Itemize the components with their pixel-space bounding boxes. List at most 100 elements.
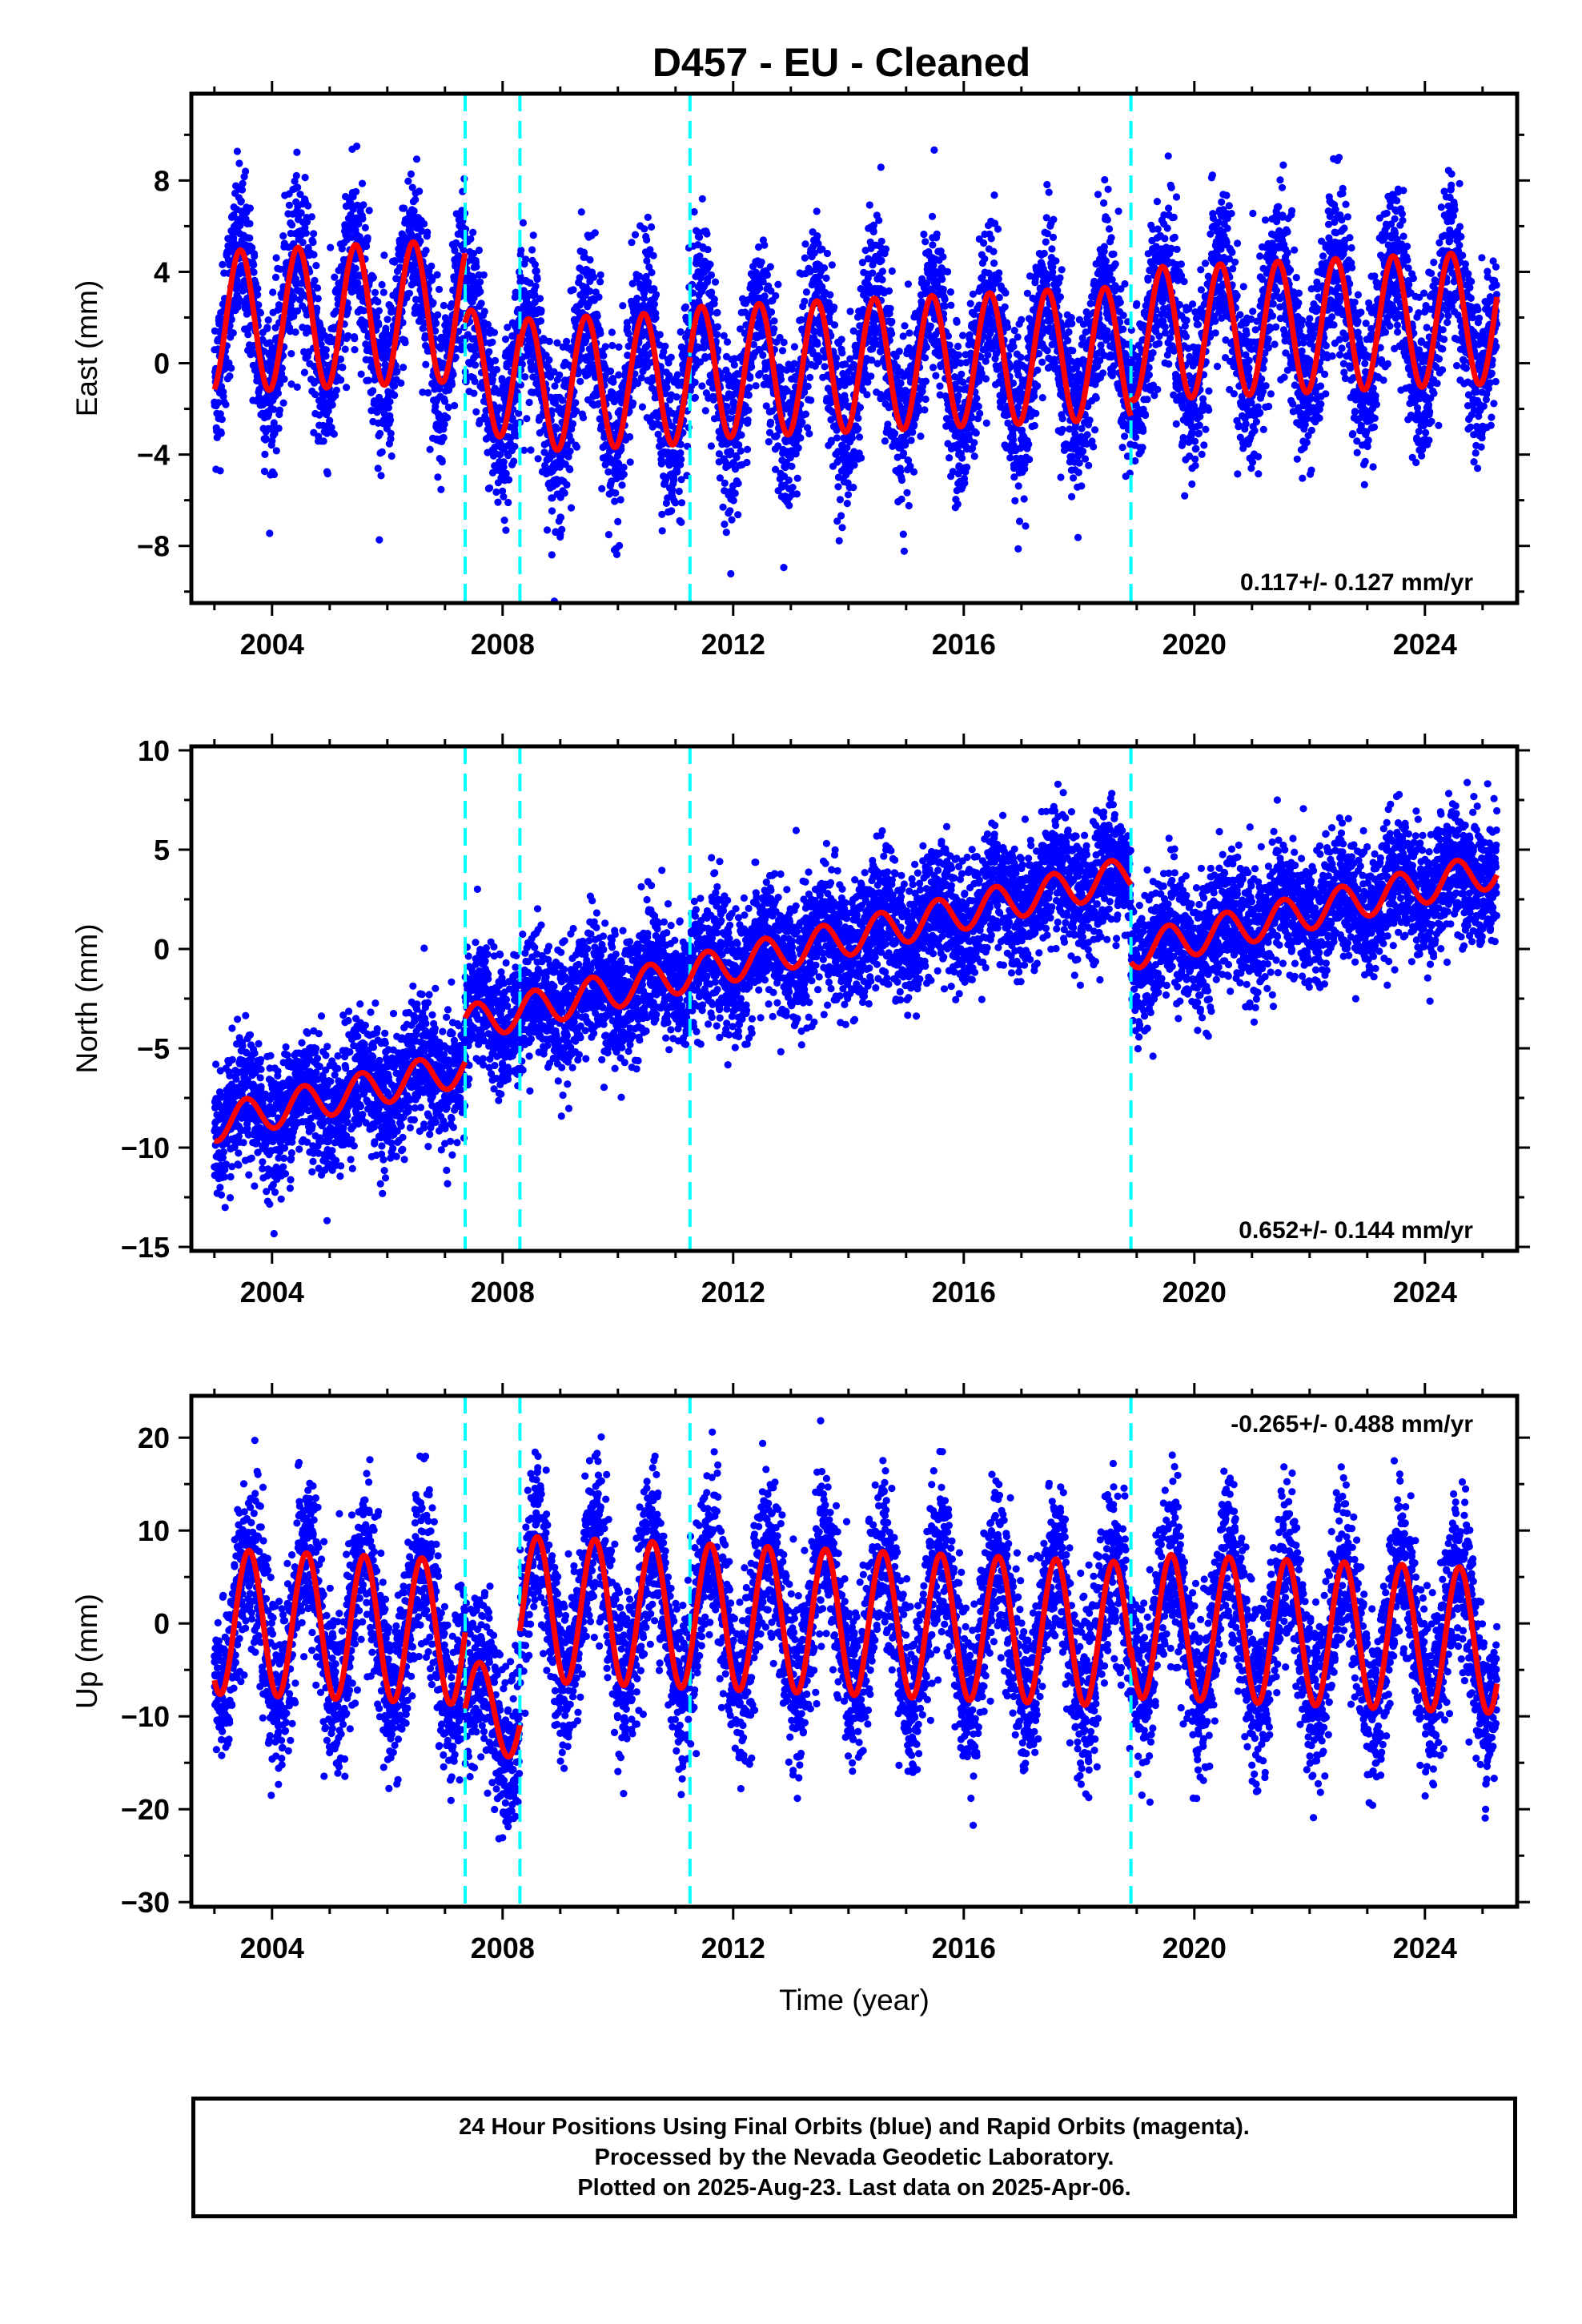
data-point — [351, 264, 359, 272]
data-point — [677, 449, 685, 457]
data-point — [891, 429, 899, 438]
data-point — [804, 382, 812, 391]
data-point — [785, 501, 793, 509]
data-point — [323, 429, 331, 437]
data-point — [248, 243, 256, 251]
data-point — [563, 337, 571, 345]
data-point — [785, 476, 793, 485]
data-point — [598, 485, 606, 493]
data-point — [261, 450, 269, 459]
data-point — [763, 271, 772, 279]
data-point — [294, 183, 302, 191]
data-point — [601, 343, 609, 351]
data-point — [719, 503, 727, 511]
data-point — [264, 316, 272, 324]
data-point — [854, 414, 862, 422]
data-point — [826, 291, 834, 299]
data-point — [895, 348, 903, 356]
data-point — [367, 407, 375, 415]
data-point — [380, 251, 388, 259]
data-point — [745, 384, 753, 392]
data-point — [332, 386, 340, 394]
data-point — [663, 384, 671, 392]
data-point — [788, 462, 796, 471]
data-point — [759, 351, 767, 360]
data-point — [752, 382, 760, 390]
data-point — [886, 304, 894, 312]
data-point — [256, 309, 264, 317]
data-point — [673, 393, 681, 401]
data-point — [365, 207, 373, 215]
data-point — [239, 179, 247, 187]
data-point — [387, 435, 395, 443]
data-point — [387, 429, 395, 437]
data-point — [432, 320, 440, 328]
data-point — [608, 341, 616, 350]
data-point — [358, 179, 367, 187]
data-point — [941, 296, 949, 304]
data-point — [813, 207, 821, 215]
data-point — [900, 449, 908, 457]
data-point — [619, 302, 627, 310]
data-point — [477, 300, 485, 308]
data-point — [254, 291, 262, 299]
data-point — [226, 372, 234, 380]
data-point — [310, 251, 318, 259]
data-point — [710, 296, 718, 304]
data-point — [761, 292, 769, 300]
data-point — [536, 317, 545, 325]
data-point — [327, 243, 335, 251]
data-point — [404, 177, 412, 185]
data-point — [947, 301, 955, 309]
data-point — [903, 489, 911, 497]
data-point — [789, 484, 797, 492]
data-point — [869, 227, 877, 235]
data-point — [304, 202, 312, 210]
data-point — [528, 246, 536, 254]
data-point — [638, 403, 647, 411]
data-point — [485, 348, 493, 356]
data-point — [907, 436, 915, 444]
data-point — [344, 304, 352, 312]
data-point — [383, 331, 391, 339]
data-point — [525, 398, 533, 407]
data-point — [944, 267, 952, 275]
data-point — [765, 438, 773, 446]
data-point — [994, 225, 1002, 233]
data-point — [690, 207, 698, 216]
data-point — [616, 496, 624, 504]
data-point — [737, 447, 745, 455]
data-point — [470, 389, 478, 397]
data-point — [434, 473, 442, 481]
data-point — [917, 432, 925, 440]
data-point — [476, 278, 484, 286]
data-point — [794, 444, 802, 452]
data-point — [337, 376, 345, 384]
data-point — [614, 517, 622, 526]
data-point — [835, 537, 843, 545]
data-point — [407, 170, 415, 178]
data-point — [604, 531, 613, 539]
data-point — [556, 371, 564, 379]
data-point — [961, 479, 969, 487]
data-point — [510, 457, 518, 465]
data-point — [790, 343, 799, 351]
data-point — [491, 356, 500, 364]
data-point — [314, 295, 322, 303]
data-point — [504, 498, 512, 507]
data-point — [500, 493, 508, 501]
data-point — [920, 230, 928, 239]
data-point — [761, 241, 769, 249]
data-point — [339, 364, 347, 372]
data-point — [272, 447, 280, 455]
data-point — [275, 424, 283, 432]
data-point — [797, 434, 805, 442]
data-point — [471, 361, 480, 369]
data-point — [480, 271, 488, 279]
data-point — [390, 382, 399, 390]
data-point — [293, 148, 301, 156]
data-point — [237, 262, 246, 270]
data-point — [567, 504, 576, 512]
data-point — [729, 497, 737, 505]
chart-title: D457 - EU - Cleaned — [652, 40, 1030, 85]
